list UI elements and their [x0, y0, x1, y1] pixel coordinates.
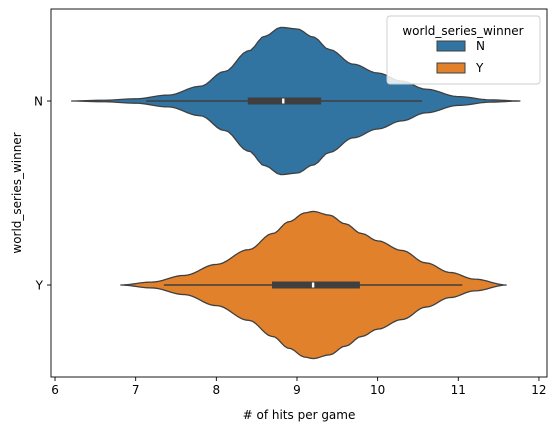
y-tick-label: Y — [35, 279, 44, 293]
x-tick-label: 9 — [293, 383, 301, 397]
legend-label-y: Y — [475, 61, 484, 75]
y-axis-label: world_series_winner — [10, 132, 24, 253]
x-tick-label: 8 — [213, 383, 221, 397]
legend-swatch-n — [437, 41, 465, 51]
x-axis-label: # of hits per game — [243, 408, 356, 422]
x-tick-label: 12 — [531, 383, 546, 397]
legend-swatch-y — [437, 63, 465, 73]
x-tick-label: 10 — [370, 383, 385, 397]
legend-label-n: N — [476, 39, 485, 53]
legend-title: world_series_winner — [402, 24, 523, 38]
iqr-box-n — [248, 98, 321, 105]
legend: world_series_winner N Y — [387, 16, 540, 84]
median-marker-y — [312, 283, 314, 288]
x-axis: 6 7 8 9 10 11 12 — [51, 377, 546, 397]
x-tick-label: 11 — [451, 383, 466, 397]
y-axis: NY — [34, 95, 51, 293]
x-tick-label: 7 — [132, 383, 140, 397]
y-tick-label: N — [34, 95, 43, 109]
median-marker-n — [282, 99, 284, 104]
x-tick-label: 6 — [51, 383, 59, 397]
iqr-box-y — [272, 282, 360, 289]
